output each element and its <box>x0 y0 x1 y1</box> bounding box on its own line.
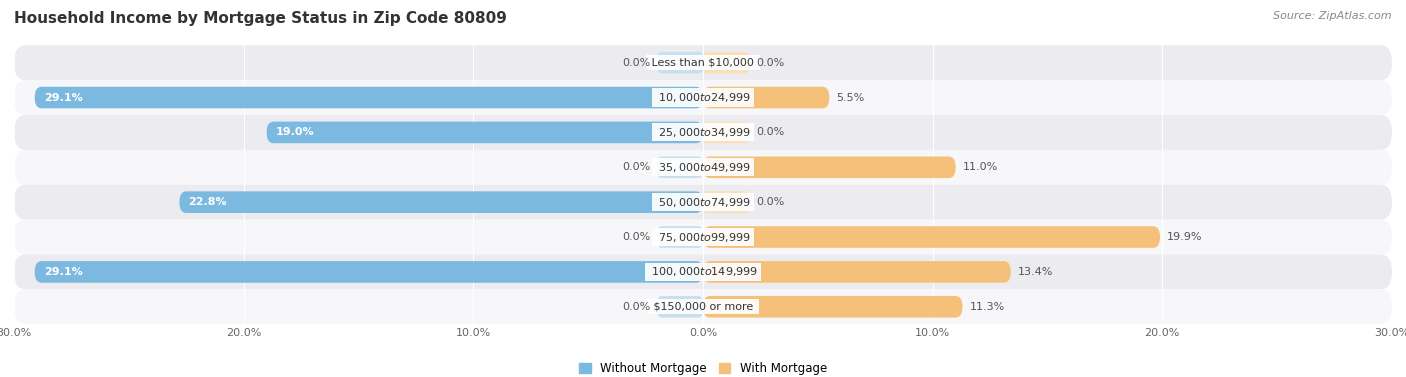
Text: Household Income by Mortgage Status in Zip Code 80809: Household Income by Mortgage Status in Z… <box>14 11 508 26</box>
Text: 0.0%: 0.0% <box>756 58 785 68</box>
Text: $50,000 to $74,999: $50,000 to $74,999 <box>655 196 751 208</box>
Text: 0.0%: 0.0% <box>756 197 785 207</box>
Text: 13.4%: 13.4% <box>1018 267 1053 277</box>
Text: Source: ZipAtlas.com: Source: ZipAtlas.com <box>1274 11 1392 21</box>
FancyBboxPatch shape <box>703 192 749 213</box>
FancyBboxPatch shape <box>14 115 1392 150</box>
Text: 19.0%: 19.0% <box>276 127 315 138</box>
Text: 11.0%: 11.0% <box>963 162 998 172</box>
Text: 29.1%: 29.1% <box>44 92 83 103</box>
Text: $25,000 to $34,999: $25,000 to $34,999 <box>655 126 751 139</box>
Text: 22.8%: 22.8% <box>188 197 228 207</box>
FancyBboxPatch shape <box>14 254 1392 290</box>
Text: $35,000 to $49,999: $35,000 to $49,999 <box>655 161 751 174</box>
Text: $100,000 to $149,999: $100,000 to $149,999 <box>648 265 758 278</box>
FancyBboxPatch shape <box>14 45 1392 80</box>
FancyBboxPatch shape <box>14 80 1392 115</box>
Text: 0.0%: 0.0% <box>621 58 650 68</box>
FancyBboxPatch shape <box>703 87 830 108</box>
Text: 29.1%: 29.1% <box>44 267 83 277</box>
Text: $10,000 to $24,999: $10,000 to $24,999 <box>655 91 751 104</box>
Text: 19.9%: 19.9% <box>1167 232 1202 242</box>
FancyBboxPatch shape <box>703 261 1011 283</box>
FancyBboxPatch shape <box>703 156 956 178</box>
FancyBboxPatch shape <box>703 226 1160 248</box>
Text: 0.0%: 0.0% <box>621 162 650 172</box>
Legend: Without Mortgage, With Mortgage: Without Mortgage, With Mortgage <box>574 357 832 377</box>
FancyBboxPatch shape <box>657 296 703 317</box>
FancyBboxPatch shape <box>14 290 1392 324</box>
FancyBboxPatch shape <box>703 122 749 143</box>
Text: 11.3%: 11.3% <box>969 302 1005 312</box>
FancyBboxPatch shape <box>14 150 1392 185</box>
FancyBboxPatch shape <box>180 192 703 213</box>
FancyBboxPatch shape <box>657 156 703 178</box>
FancyBboxPatch shape <box>703 52 749 74</box>
Text: Less than $10,000: Less than $10,000 <box>648 58 758 68</box>
FancyBboxPatch shape <box>267 122 703 143</box>
FancyBboxPatch shape <box>14 185 1392 219</box>
Text: 0.0%: 0.0% <box>756 127 785 138</box>
Text: 0.0%: 0.0% <box>621 232 650 242</box>
Text: 0.0%: 0.0% <box>621 302 650 312</box>
FancyBboxPatch shape <box>35 261 703 283</box>
FancyBboxPatch shape <box>35 87 703 108</box>
Text: $75,000 to $99,999: $75,000 to $99,999 <box>655 231 751 244</box>
FancyBboxPatch shape <box>657 52 703 74</box>
FancyBboxPatch shape <box>657 226 703 248</box>
Text: 5.5%: 5.5% <box>837 92 865 103</box>
FancyBboxPatch shape <box>703 296 963 317</box>
FancyBboxPatch shape <box>14 219 1392 254</box>
Text: $150,000 or more: $150,000 or more <box>650 302 756 312</box>
